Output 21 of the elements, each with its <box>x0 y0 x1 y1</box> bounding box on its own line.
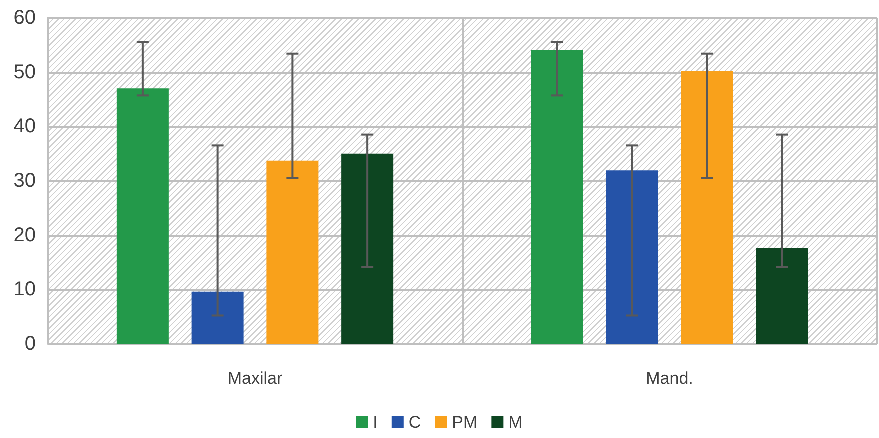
y-tick-label: 40 <box>14 116 36 138</box>
y-tick-label: 0 <box>24 333 36 355</box>
y-tick-label: 10 <box>14 278 36 301</box>
y-tick-label: 50 <box>14 61 36 84</box>
legend-label: C <box>408 413 422 432</box>
bar <box>531 50 584 344</box>
y-tick-label: 60 <box>14 7 36 29</box>
bar <box>266 160 319 344</box>
x-tick-label: Mand. <box>646 369 694 388</box>
legend-label: PM <box>452 413 478 432</box>
bar <box>192 292 244 344</box>
bar <box>116 88 169 344</box>
bar <box>756 248 808 344</box>
legend-label: I <box>373 413 378 432</box>
bar <box>342 154 394 344</box>
bar <box>606 170 658 344</box>
x-tick-label: Maxilar <box>228 369 283 388</box>
y-tick-label: 30 <box>14 170 36 192</box>
legend-label: M <box>508 413 523 432</box>
bar <box>681 71 734 344</box>
y-tick-label: 20 <box>14 224 36 246</box>
